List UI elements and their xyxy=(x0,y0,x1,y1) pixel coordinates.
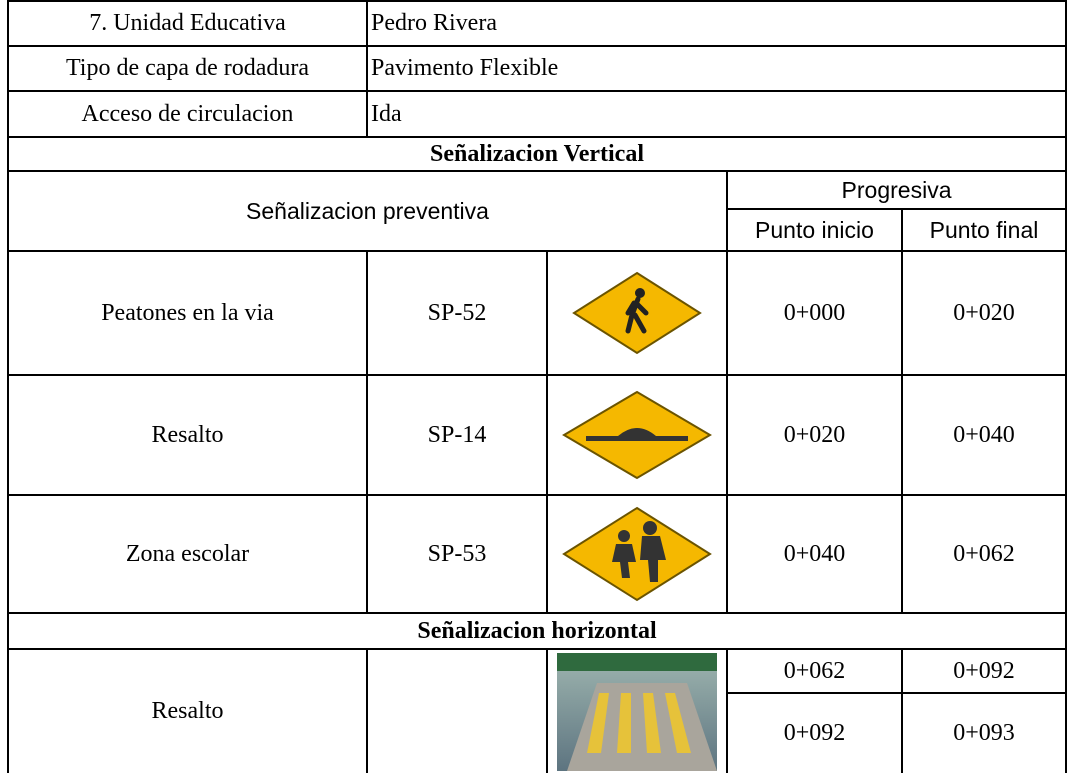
sign-name: Resalto xyxy=(7,374,368,496)
info-label: Acceso de circulacion xyxy=(7,90,368,138)
start: 0+040 xyxy=(726,494,903,614)
school-sign xyxy=(562,506,712,602)
sign-name: Zona escolar xyxy=(7,494,368,614)
end: 0+062 xyxy=(900,494,1068,614)
section-row: Señalizacion horizontal xyxy=(6,612,1068,650)
sign-row: Resalto SP-14 0+020 0+040 xyxy=(7,374,1068,496)
range-row: 0+092 0+093 xyxy=(8,692,1068,773)
sign-code: SP-14 xyxy=(366,374,548,496)
info-value: Pedro Rivera xyxy=(365,0,1068,47)
header: Progresiva xyxy=(725,170,1068,210)
header-row: Punto inicio Punto final xyxy=(8,208,1068,252)
sign-image xyxy=(546,494,728,614)
end: 0+092 xyxy=(900,648,1068,694)
section-title: Señalizacion horizontal xyxy=(6,612,1068,650)
start: 0+000 xyxy=(726,250,903,376)
section-title: Señalizacion Vertical xyxy=(6,136,1068,172)
start: 0+092 xyxy=(726,692,903,773)
info-label: 7. Unidad Educativa xyxy=(7,0,368,47)
sign-image xyxy=(546,250,728,376)
start: 0+020 xyxy=(726,374,903,496)
header: Punto final xyxy=(900,208,1068,252)
info-row: Acceso de circulacion Ida xyxy=(7,90,1068,138)
sign-row: Zona escolar SP-53 0+040 0+062 xyxy=(7,494,1068,614)
bump-photo xyxy=(557,652,717,771)
sign-row: Peatones en la via SP-52 0+000 0+020 xyxy=(7,250,1068,376)
sign-code: SP-52 xyxy=(366,250,548,376)
end: 0+093 xyxy=(900,692,1068,773)
pedestrian-sign xyxy=(572,271,702,355)
start: 0+062 xyxy=(726,648,903,694)
range-row: Resalto 0+062 0+092 xyxy=(7,648,1068,773)
info-label: Tipo de capa de rodadura xyxy=(7,45,368,92)
sign-code: SP-53 xyxy=(366,494,548,614)
info-row: 7. Unidad Educativa Pedro Rivera xyxy=(7,0,1068,47)
header: Señalizacion preventiva xyxy=(7,170,728,252)
bump-sign xyxy=(562,390,712,480)
info-row: Tipo de capa de rodadura Pavimento Flexi… xyxy=(7,45,1068,92)
end: 0+020 xyxy=(900,250,1068,376)
marking-image xyxy=(546,648,728,773)
info-value: Ida xyxy=(365,90,1068,138)
sign-image xyxy=(546,374,728,496)
marking-code xyxy=(366,648,548,773)
signage-table: 7. Unidad Educativa Pedro Rivera Tipo de… xyxy=(6,0,1068,773)
header-row: Señalizacion preventiva Progresiva xyxy=(7,170,1068,252)
section-row: Señalizacion Vertical xyxy=(6,136,1068,172)
sign-name: Peatones en la via xyxy=(7,250,368,376)
info-value: Pavimento Flexible xyxy=(365,45,1068,92)
header: Punto inicio xyxy=(726,208,903,252)
end: 0+040 xyxy=(900,374,1068,496)
marking-name: Resalto xyxy=(7,648,368,773)
